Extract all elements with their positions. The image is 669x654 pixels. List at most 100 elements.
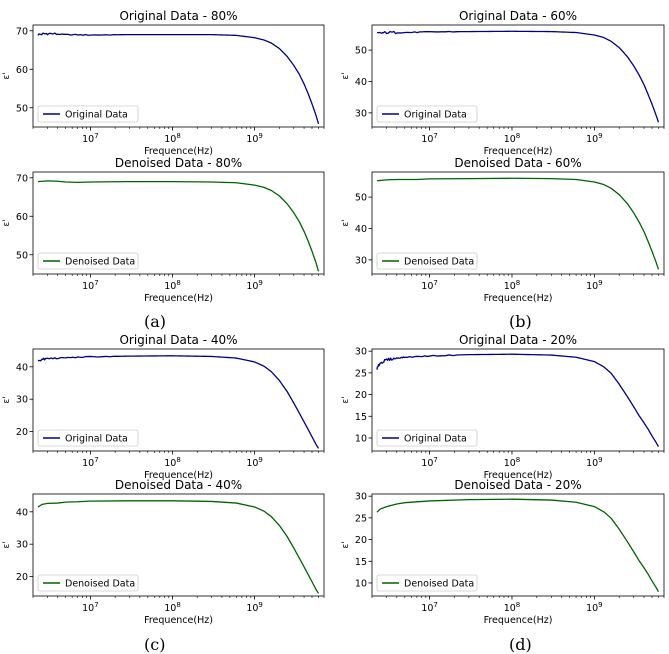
y-tick-label: 70: [16, 26, 28, 37]
x-axis-label: Frequence(Hz): [144, 470, 213, 481]
plot-frame: [32, 348, 325, 452]
panel-label-c: (c): [144, 635, 166, 654]
subplot-title: Original Data - 20%: [459, 333, 577, 347]
legend-box: [376, 429, 478, 447]
y-tick-label: 10: [355, 433, 367, 444]
legend-box: [376, 252, 478, 270]
x-axis-label: Frequence(Hz): [484, 293, 553, 304]
x-tick-label: 109: [246, 601, 263, 614]
legend-label: Original Data: [404, 110, 467, 121]
subplot-6: Denoised Data - 40% 20 30 40 107 108 109 Freque…: [2, 478, 325, 626]
x-tick-label: 109: [246, 132, 263, 145]
x-tick-label: 108: [164, 132, 181, 145]
y-tick-label: 60: [16, 65, 28, 76]
x-tick-label: 108: [504, 456, 521, 469]
series-line: [37, 32, 320, 125]
subplot-4: Denoised Data - 60% 30 40 50 107 108 109 Freque…: [341, 156, 665, 304]
plot-frame: [32, 24, 325, 128]
x-tick-label: 107: [82, 132, 99, 145]
y-tick-label: 20: [16, 427, 28, 438]
x-axis-label: Frequence(Hz): [144, 146, 213, 157]
y-axis-label: ε': [341, 541, 351, 548]
x-tick-label: 109: [246, 456, 263, 469]
y-axis-label: ε': [2, 72, 12, 79]
y-axis-label: ε': [341, 219, 351, 226]
x-axis-label: Frequence(Hz): [484, 470, 553, 481]
y-tick-label: 15: [355, 557, 367, 568]
plot-frame: [371, 348, 665, 452]
legend-label: Denoised Data: [65, 257, 135, 268]
y-tick-label: 60: [16, 212, 28, 223]
x-tick-label: 109: [586, 132, 603, 145]
y-axis-label: ε': [2, 541, 12, 548]
x-tick-label: 108: [164, 279, 181, 292]
y-tick-label: 10: [355, 578, 367, 589]
x-tick-label: 109: [586, 456, 603, 469]
subplot-title: Denoised Data - 40%: [115, 478, 242, 492]
y-tick-label: 40: [355, 224, 367, 235]
x-axis-label: Frequence(Hz): [144, 293, 213, 304]
x-tick-label: 108: [504, 601, 521, 614]
y-tick-label: 20: [355, 390, 367, 401]
x-tick-label: 109: [246, 279, 263, 292]
subplot-5: Original Data - 40% 20 30 40 107 108 109 Freque…: [2, 333, 325, 481]
x-tick-label: 107: [421, 601, 438, 614]
panel-label-d: (d): [509, 635, 532, 654]
y-tick-label: 40: [16, 362, 28, 373]
legend-label: Original Data: [404, 434, 467, 445]
y-tick-label: 50: [16, 103, 28, 114]
x-axis-label: Frequence(Hz): [484, 615, 553, 626]
plot-frame: [371, 171, 665, 275]
subplot-7: Original Data - 20% 10 15 20 25 30 107 108 109 Fr…: [341, 333, 665, 481]
y-tick-label: 50: [355, 193, 367, 204]
y-tick-label: 20: [16, 572, 28, 583]
subplot-title: Denoised Data - 20%: [454, 478, 581, 492]
panel-label-b: (b): [509, 312, 532, 331]
x-tick-label: 107: [421, 132, 438, 145]
x-tick-label: 108: [164, 456, 181, 469]
legend-box: [37, 105, 139, 123]
y-axis-label: ε': [341, 72, 351, 79]
subplot-2: Denoised Data - 80% 50 60 70 107 108 109 Freque…: [2, 156, 325, 304]
series-line: [376, 498, 660, 592]
legend-label: Denoised Data: [65, 579, 135, 590]
legend-box: [37, 574, 139, 592]
y-axis-label: ε': [2, 396, 12, 403]
plot-frame: [371, 24, 665, 128]
y-tick-label: 50: [355, 46, 367, 57]
legend-box: [37, 252, 139, 270]
x-tick-label: 107: [82, 279, 99, 292]
series-line: [376, 177, 660, 270]
legend-label: Original Data: [65, 434, 128, 445]
series-line: [37, 355, 320, 449]
subplot-8: Denoised Data - 20% 10 15 20 25 30 107 108 109 Fr…: [341, 478, 665, 626]
legend-box: [376, 574, 478, 592]
series-line: [37, 180, 320, 272]
series-line: [376, 353, 660, 447]
x-tick-label: 109: [586, 279, 603, 292]
subplot-title: Original Data - 60%: [459, 9, 577, 23]
subplot-1: Original Data - 80% 50 60 70 107 108 109 Freque…: [2, 9, 325, 157]
y-tick-label: 30: [355, 255, 367, 266]
x-tick-label: 108: [504, 132, 521, 145]
y-tick-label: 15: [355, 412, 367, 423]
y-tick-label: 30: [355, 347, 367, 358]
x-axis-label: Frequence(Hz): [484, 146, 553, 157]
legend-box: [37, 429, 139, 447]
subplot-title: Original Data - 40%: [119, 333, 237, 347]
legend-label: Original Data: [65, 110, 128, 121]
x-tick-label: 108: [164, 601, 181, 614]
subplot-3: Original Data - 60% 30 40 50 107 108 109 Freque…: [341, 9, 665, 157]
x-tick-label: 107: [421, 279, 438, 292]
series-line: [37, 500, 320, 594]
plot-frame: [32, 493, 325, 597]
x-tick-label: 109: [586, 601, 603, 614]
y-tick-label: 30: [355, 492, 367, 503]
y-axis-label: ε': [341, 396, 351, 403]
legend-label: Denoised Data: [404, 257, 474, 268]
subplot-title: Denoised Data - 80%: [115, 156, 242, 170]
subplot-title: Denoised Data - 60%: [454, 156, 581, 170]
plot-frame: [32, 171, 325, 275]
x-tick-label: 107: [82, 456, 99, 469]
